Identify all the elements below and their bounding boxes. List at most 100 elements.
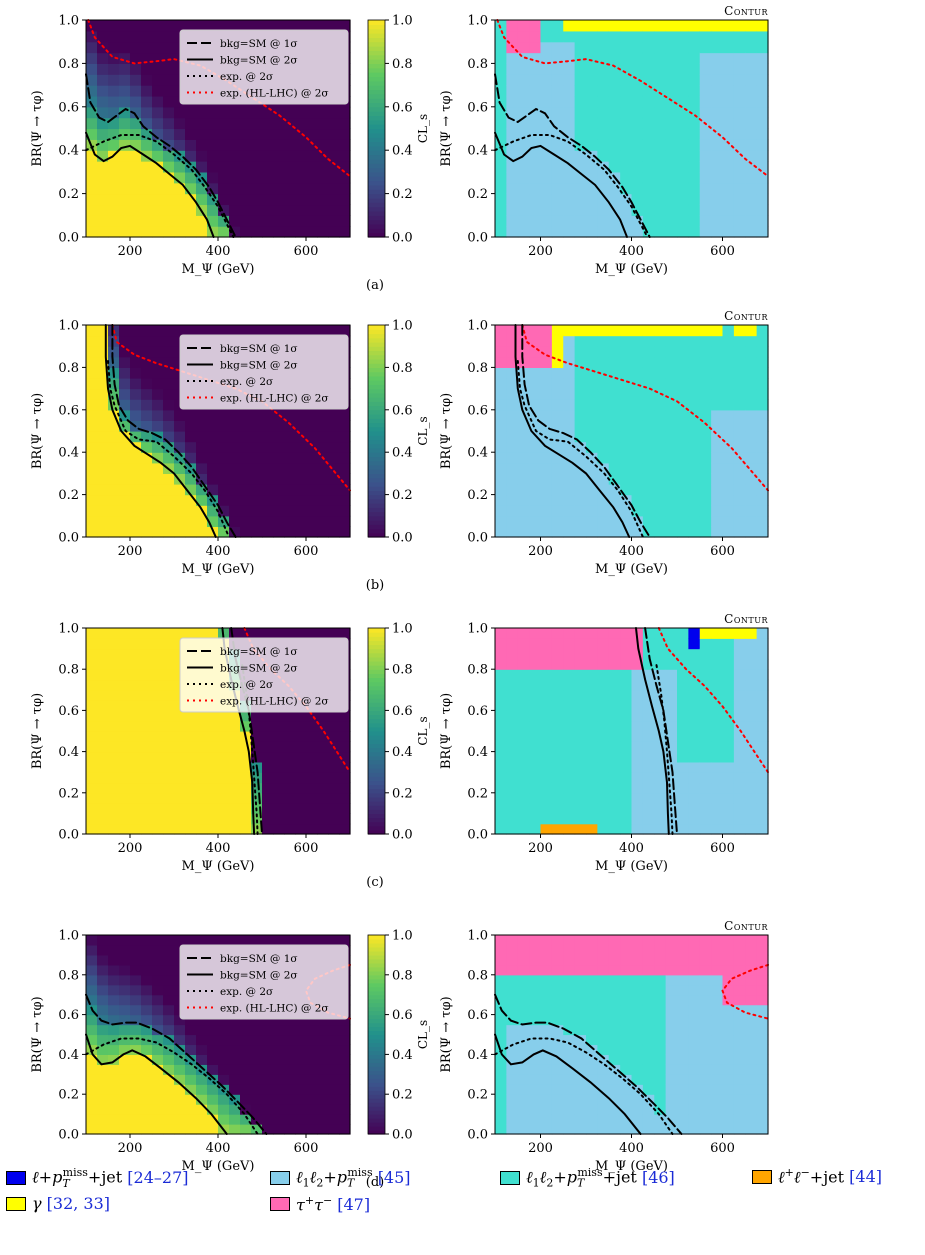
heatmap-cell xyxy=(185,628,197,639)
heatmap-cell xyxy=(688,494,701,506)
heatmap-cell xyxy=(642,1014,655,1026)
heatmap-cell xyxy=(152,399,164,411)
heatmap-cell xyxy=(506,1094,519,1105)
heatmap-cell xyxy=(597,1094,610,1105)
heatmap-cell xyxy=(540,85,553,97)
heatmap-cell xyxy=(240,117,252,130)
heatmap-cell xyxy=(540,935,553,946)
heatmap-cell xyxy=(207,741,219,753)
heatmap-cell xyxy=(563,823,576,835)
heatmap-cell xyxy=(665,1034,678,1046)
heatmap-cell xyxy=(620,1084,633,1095)
colorbar-step xyxy=(368,397,385,402)
heatmap-cell xyxy=(608,1054,621,1065)
heatmap-cell xyxy=(185,484,197,496)
heatmap-cell xyxy=(495,823,507,835)
heatmap-cell xyxy=(756,515,769,527)
heatmap-cell xyxy=(273,515,285,527)
heatmap-cell xyxy=(597,792,610,804)
heatmap-cell xyxy=(284,325,296,337)
heatmap-cell xyxy=(506,935,519,946)
heatmap-cell xyxy=(586,95,598,108)
heatmap-cell xyxy=(529,484,542,496)
heatmap-cell xyxy=(141,204,153,216)
heatmap-cell xyxy=(130,1094,142,1105)
heatmap-cell xyxy=(699,964,712,976)
heatmap-cell xyxy=(273,935,285,946)
heatmap-cell xyxy=(339,20,351,32)
heatmap-cell xyxy=(586,1064,598,1075)
heatmap-cell xyxy=(745,1004,758,1016)
colorbar-step xyxy=(368,456,385,462)
heatmap-cell xyxy=(130,628,142,639)
heatmap-cell xyxy=(699,1094,712,1105)
heatmap-cell xyxy=(506,1124,519,1135)
heatmap-cell xyxy=(620,1014,633,1026)
heatmap-cell xyxy=(711,1114,724,1125)
heatmap-cell xyxy=(745,658,758,670)
heatmap-cell xyxy=(262,751,274,763)
heatmap-cell xyxy=(229,494,241,506)
heatmap-cell xyxy=(665,1044,678,1055)
heatmap-cell xyxy=(563,994,576,1006)
heatmap-cell xyxy=(699,139,712,151)
heatmap-cell xyxy=(328,20,340,32)
heatmap-cell xyxy=(711,526,724,538)
heatmap-cell xyxy=(745,367,758,379)
heatmap-cell xyxy=(586,63,598,75)
heatmap-cell xyxy=(262,823,274,835)
heatmap-cell xyxy=(108,964,120,976)
heatmap-cell xyxy=(540,117,553,130)
heatmap-cell xyxy=(130,731,142,742)
heatmap-cell xyxy=(97,161,109,173)
heatmap-cell xyxy=(722,792,735,804)
heatmap-cell xyxy=(86,171,98,184)
heatmap-cell xyxy=(654,1024,667,1036)
heatmap-cell xyxy=(262,1014,274,1026)
heatmap-cell xyxy=(745,710,758,722)
heatmap-cell xyxy=(495,1054,507,1065)
heatmap-cell xyxy=(306,505,318,517)
heatmap-cell xyxy=(756,679,769,691)
heatmap-cell xyxy=(495,388,507,400)
heatmap-cell xyxy=(677,41,689,54)
heatmap-cell xyxy=(152,1034,164,1046)
heatmap-cell xyxy=(517,41,530,54)
heatmap-cell xyxy=(207,1024,219,1036)
heatmap-cell xyxy=(608,984,621,996)
legend-entry: exp. (HL-LHC) @ 2σ xyxy=(220,1003,329,1015)
heatmap-cell xyxy=(699,63,712,75)
colorbar-step xyxy=(368,739,385,744)
heatmap-cell xyxy=(174,813,186,825)
heatmap-cell xyxy=(654,106,667,119)
heatmap-cell xyxy=(551,1044,564,1055)
heatmap-cell xyxy=(574,710,587,722)
heatmap-cell xyxy=(328,1114,340,1125)
heatmap-cell xyxy=(251,20,263,32)
heatmap-cell xyxy=(699,325,712,337)
heatmap-cell xyxy=(665,441,678,453)
heatmap-cells xyxy=(495,20,769,238)
pool-swatch-dilepton-jet xyxy=(752,1169,772,1184)
heatmap-cell xyxy=(295,1064,307,1075)
heatmap-cell xyxy=(152,638,164,650)
heatmap-cell xyxy=(119,974,131,986)
heatmap-cell xyxy=(574,751,587,763)
heatmap-cell xyxy=(677,1034,689,1046)
heatmap-cell xyxy=(306,1034,318,1046)
heatmap-cell xyxy=(517,226,530,238)
heatmap-cell xyxy=(295,1034,307,1046)
heatmap-cell xyxy=(295,117,307,130)
heatmap-cell xyxy=(745,378,758,390)
heatmap-cell xyxy=(152,741,164,753)
colorbar-step xyxy=(368,974,385,980)
heatmap-cell xyxy=(306,1074,318,1085)
heatmap-cell xyxy=(529,1064,542,1075)
heatmap-cell xyxy=(733,161,746,173)
heatmap-cell xyxy=(97,335,109,347)
heatmap-cell xyxy=(295,741,307,753)
heatmap-cell xyxy=(86,161,98,173)
